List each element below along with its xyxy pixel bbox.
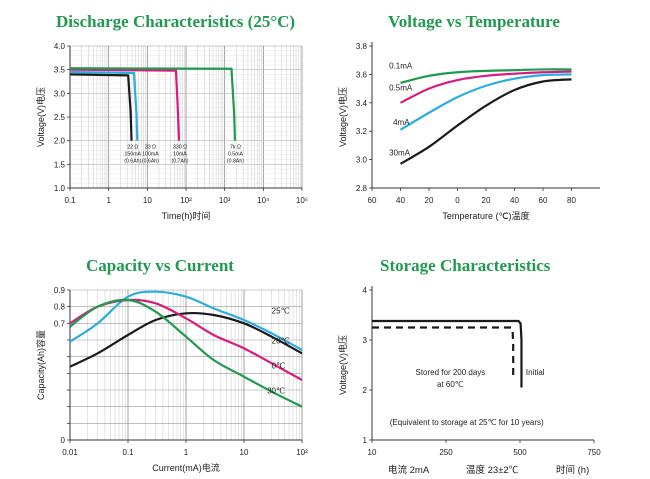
discharge-y-tick-label: 3.5 [54,66,66,75]
voltage_temp-series-line-4 [399,78,572,165]
capacity-current-chart-title: Capacity vs Current [86,256,234,275]
voltage_temp-series-label: 30mA [389,148,411,157]
storage-x-tick-label: 10 [368,448,377,457]
storage-x-tick-label: 250 [439,448,453,457]
voltage_temp-x-tick-label: 60 [368,196,377,205]
discharge-x-tick-label: 1 [106,196,111,205]
voltage_temp-series-label: 0.5mA [389,84,413,93]
voltage_temp-series-label: 4mA [393,118,410,127]
discharge-x-tick-label: 10³ [219,196,231,205]
capacity_current-x-tick-label: 0.1 [122,448,134,457]
voltage_temp-y-tick-label: 2.8 [356,184,368,193]
discharge-annotation: 0.5mA [228,152,244,158]
discharge-x-tick-label: 10² [180,196,192,205]
capacity_current-x-tick-label: 10 [240,448,249,457]
voltage_temp-series-line-1 [400,68,572,84]
footer-temperature: 温度 23±2℃ [466,465,519,476]
capacity_current-y-tick-label: 0 [61,436,66,445]
storage-series-line-2 [372,326,515,380]
capacity_current-series-label: 25℃ [272,306,290,315]
storage-chart-title: Storage Characteristics [380,256,551,275]
capacity_current-x-axis-label: Current(mA)电流 [152,462,220,473]
voltage_temp-series-line-3 [399,73,572,131]
discharge-annotation: (0.8Ah) [227,159,244,165]
storage-y-tick-label: 3 [363,336,368,345]
capacity_current-series-label: 20℃ [272,336,290,345]
discharge-annotation: 33 Ω [145,145,156,151]
discharge-annotation: 330 Ω [173,145,187,151]
storage-x-tick-label: 750 [587,448,601,457]
storage-label: Stored for 200 days [415,368,485,377]
voltage_temp-series-label: 0.1mA [389,62,413,71]
discharge-annotation: (0.7Ah) [172,159,189,165]
voltage_temp-x-tick-label: 20 [425,196,434,205]
discharge-x-tick-label: 10 [143,196,152,205]
discharge-y-tick-label: 1.5 [54,160,66,169]
storage-label: Initial [526,368,545,377]
capacity_current-series-label: 30℃ [267,386,285,395]
storage-plot-area [372,290,594,440]
discharge-series-line-4 [69,67,237,141]
discharge-series-line-1 [69,73,133,141]
voltage_temp-x-tick-label: 60 [539,196,548,205]
voltage_temp-x-tick-label: 20 [482,196,491,205]
capacity_current-series-line-4 [69,298,303,408]
discharge-x-tick-label: 0.1 [64,196,76,205]
storage-label: at 60℃ [437,380,464,389]
discharge-y-tick-label: 2.0 [54,137,66,146]
voltage_temp-y-tick-label: 3.0 [356,156,368,165]
storage-label: (Equivalent to storage at 25℃ for 10 yea… [390,418,544,427]
discharge-annotation: (0.6Ah) [142,159,159,165]
discharge-y-tick-label: 2.5 [54,113,66,122]
discharge-y-axis-label: Voltage(V)电压 [35,87,46,147]
capacity_current-x-tick-label: 10² [296,448,308,457]
capacity_current-series-line-2 [69,311,303,368]
footer-current: 电流 2mA [388,465,430,476]
capacity_current-series-label: 0℃ [272,361,285,370]
voltage_temp-x-tick-label: 40 [510,196,519,205]
voltage_temp-x-tick-label: 0 [455,196,460,205]
voltage_temp-x-tick-label: 80 [567,196,576,205]
voltage_temp-x-axis-label: Temperature (℃)温度 [442,210,529,221]
discharge-y-tick-label: 1.0 [54,184,66,193]
discharge-annotation: 100mA [142,152,159,158]
voltage_temp-x-tick-label: 40 [396,196,405,205]
capacity_current-x-tick-label: 1 [184,448,189,457]
voltage_temp-y-tick-label: 3.6 [356,70,368,79]
storage-y-tick-label: 1 [363,436,368,445]
discharge-annotation: 150mA [125,152,142,158]
capacity_current-x-tick-label: 0.01 [62,448,78,457]
storage-series-line-1 [372,319,523,388]
storage-x-tick-label: 500 [513,448,527,457]
voltage_temp-y-axis-label: Voltage(V)电压 [337,87,348,147]
storage-y-axis-label: Voltage(V)电压 [337,335,348,395]
voltage_temp-series-line-2 [400,70,572,104]
discharge-x-axis-label: Time(h)时间 [162,210,211,221]
voltage_temp-y-tick-label: 3.2 [356,127,368,136]
discharge-x-tick-label: 10⁴ [257,196,270,205]
capacity_current-y-axis-label: Capacity(Ah)容量 [35,330,46,400]
capacity_current-y-tick-label: 0.8 [54,303,66,312]
discharge-x-tick-label: 10⁵ [296,196,308,205]
storage-y-tick-label: 2 [363,386,368,395]
discharge-annotation: (0.6Ah) [124,159,141,165]
capacity_current-series-line-1 [69,290,303,351]
discharge-annotation: 7k Ω [230,145,241,151]
voltage-temp-chart-title: Voltage vs Temperature [388,12,560,31]
footer-time: 时间 (h) [556,465,590,476]
discharge-y-tick-label: 4.0 [54,42,66,51]
capacity_current-y-tick-label: 0.9 [54,286,66,295]
discharge-y-tick-label: 3.0 [54,89,66,98]
discharge-chart-title: Discharge Characteristics (25°C) [56,12,296,31]
discharge-series-line-2 [69,70,139,141]
discharge-annotation: 10mA [173,152,187,158]
voltage_temp-y-tick-label: 3.4 [356,99,368,108]
storage-y-tick-label: 4 [363,286,368,295]
capacity_current-y-tick-label: 0.7 [54,319,66,328]
voltage_temp-y-tick-label: 3.8 [356,42,368,51]
discharge-annotation: 22 Ω [127,145,138,151]
discharge-series-line-3 [69,68,181,141]
